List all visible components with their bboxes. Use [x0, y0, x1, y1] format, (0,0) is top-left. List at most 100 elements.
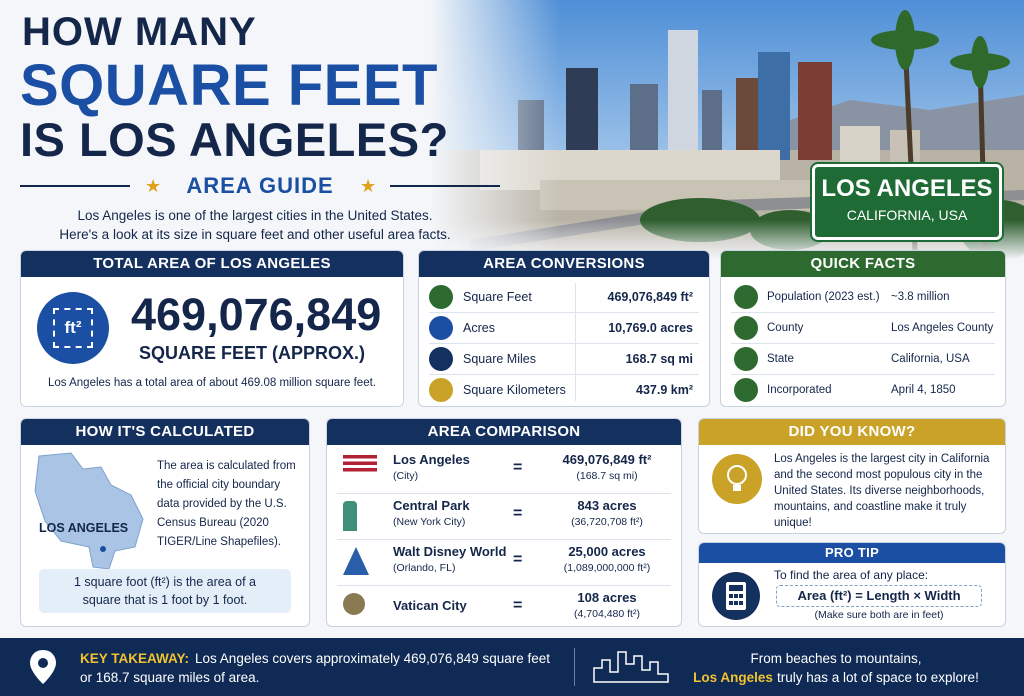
conversions-panel: AREA CONVERSIONS Square Feet 469,076,849 … [418, 250, 710, 407]
place-name: Vatican City [393, 598, 467, 613]
conversion-icon [429, 285, 453, 309]
place-icon [343, 455, 377, 477]
did-you-know-text: Los Angeles is the largest city in Calif… [774, 453, 990, 529]
conversion-icon [429, 316, 453, 340]
closing-line: Los Angeles truly has a lot of space to e… [686, 668, 986, 687]
fact-label: Incorporated [767, 384, 832, 396]
conversion-label: Acres [463, 321, 495, 335]
place-location: (City) [393, 470, 419, 482]
calculation-text: The area is calculated from the official… [157, 460, 296, 548]
takeaway-label: KEY TAKEAWAY: [80, 651, 190, 666]
pro-tip-note: (Make sure both are in feet) [814, 609, 944, 621]
fact-icon [734, 378, 758, 402]
sign-city: LOS ANGELES [821, 175, 993, 202]
row-divider [337, 493, 671, 494]
title-line-1: HOW MANY [22, 10, 257, 54]
conversion-value: 168.7 sq mi [625, 352, 693, 366]
panel-title: DID YOU KNOW? [699, 419, 1005, 445]
place-icon [343, 593, 365, 615]
equals-sign: = [513, 551, 523, 568]
fact-icon [734, 347, 758, 371]
fact-value: April 4, 1850 [891, 384, 956, 396]
place-icon [343, 547, 369, 575]
panel-title: AREA COMPARISON [327, 419, 681, 445]
panel-title: QUICK FACTS [721, 251, 1005, 277]
quick-facts-panel: QUICK FACTS Population (2023 est.) ~3.8 m… [720, 250, 1006, 407]
title-line-3: IS LOS ANGELES? [20, 113, 449, 166]
conversion-label: Square Kilometers [463, 383, 566, 397]
row-divider [731, 343, 995, 344]
fact-icon [734, 316, 758, 340]
closing-rest: truly has a lot of space to explore! [776, 670, 979, 685]
divider [575, 283, 576, 401]
fact-label: County [767, 322, 804, 334]
fact-icon [734, 285, 758, 309]
la-map [34, 452, 144, 570]
subtitle: AREA GUIDE [186, 173, 334, 198]
fact-value: Los Angeles County [891, 322, 994, 334]
calculation-panel: HOW IT'S CALCULATED LOS ANGELES The area… [20, 418, 310, 627]
row-divider [731, 312, 995, 313]
place-icon [343, 501, 357, 531]
panel-title: AREA CONVERSIONS [419, 251, 709, 277]
street-sign: LOS ANGELES CALIFORNIA, USA [812, 164, 1002, 240]
pro-tip-intro: To find the area of any place: [774, 568, 929, 582]
total-note: Los Angeles has a total area of about 46… [48, 377, 376, 389]
svg-text:★: ★ [360, 176, 376, 196]
footer: KEY TAKEAWAY: Los Angeles covers approxim… [0, 638, 1024, 696]
place-value: 108 acres [577, 590, 637, 605]
map-label: LOS ANGELES [39, 521, 129, 535]
row-divider [337, 585, 671, 586]
did-you-know-panel: DID YOU KNOW? Los Angeles is the largest… [698, 418, 1006, 534]
row-divider [429, 312, 699, 313]
place-name: Central Park [393, 498, 470, 513]
place-name: Walt Disney World [393, 544, 507, 559]
panel-title: PRO TIP [699, 543, 1005, 563]
sign-state: CALIFORNIA, USA [846, 207, 968, 223]
takeaway-text: Los Angeles covers approximately 469,076… [80, 651, 551, 685]
conversion-label: Square Feet [463, 290, 532, 304]
icon-text: ft² [53, 308, 93, 348]
total-value: 469,076,849 [131, 289, 382, 340]
pin-icon [30, 650, 56, 684]
subtitle-ornament: ★ ★ [20, 176, 500, 196]
conversion-value: 10,769.0 acres [608, 321, 693, 335]
place-detail: (168.7 sq mi) [576, 470, 638, 482]
conversion-label: Square Miles [463, 352, 536, 366]
place-detail: (4,704,480 ft²) [574, 608, 640, 620]
intro: Los Angeles is one of the largest cities… [20, 206, 490, 244]
place-location: (Orlando, FL) [393, 562, 456, 574]
ft2-icon: ft² [37, 292, 109, 364]
equals-sign: = [513, 597, 523, 614]
pro-tip-panel: PRO TIP To find the area of any place: A… [698, 542, 1006, 627]
equals-sign: = [513, 459, 523, 476]
calculator-icon [712, 572, 760, 620]
formula: Area (ft²) = Length × Width [776, 585, 982, 607]
row-divider [337, 539, 671, 540]
conversion-value: 437.9 km² [636, 383, 693, 397]
row-divider [429, 374, 699, 375]
place-value: 843 acres [577, 498, 637, 513]
place-location: (New York City) [393, 516, 466, 528]
panel-title: HOW IT'S CALCULATED [21, 419, 309, 445]
closing-highlight: Los Angeles [693, 670, 773, 685]
closing-line: From beaches to mountains, [750, 651, 922, 666]
fact-label: State [767, 353, 794, 365]
conversion-icon [429, 347, 453, 371]
definition: 1 square foot (ft²) is the area of a squ… [39, 569, 291, 613]
title-line-2: SQUARE FEET [20, 53, 438, 118]
row-divider [731, 374, 995, 375]
panel-title: TOTAL AREA OF LOS ANGELES [21, 251, 403, 277]
place-name: Los Angeles [393, 452, 470, 467]
intro-line: Los Angeles is one of the largest cities… [77, 208, 433, 223]
row-divider [429, 343, 699, 344]
place-detail: (1,089,000,000 ft²) [563, 562, 651, 574]
total-unit: SQUARE FEET (APPROX.) [139, 343, 366, 363]
svg-text:★: ★ [145, 176, 161, 196]
conversion-value: 469,076,849 ft² [607, 290, 693, 304]
equals-sign: = [513, 505, 523, 522]
place-detail: (36,720,708 ft²) [571, 516, 643, 528]
place-value: 469,076,849 ft² [562, 452, 652, 467]
footer-divider [574, 648, 575, 686]
comparison-panel: AREA COMPARISON Los Angeles (City) = 469,07… [326, 418, 682, 627]
